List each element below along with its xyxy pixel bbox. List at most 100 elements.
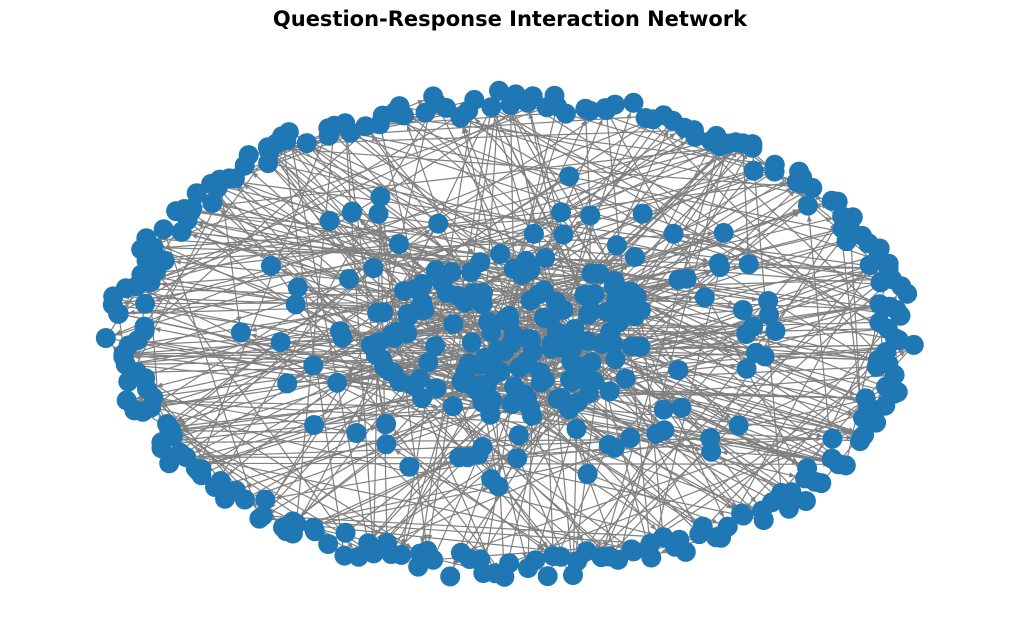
edge-arrowhead [723,415,730,421]
edge-arrowhead [446,383,453,389]
edge-arrowhead [682,224,690,230]
node [903,334,924,355]
node [802,177,823,198]
node [599,381,620,402]
edge-arrowhead [667,355,673,362]
node [640,533,661,554]
node [507,448,528,469]
node [287,277,308,298]
node [732,300,753,320]
node [277,373,298,394]
node [745,342,766,363]
node [273,517,293,538]
node [580,100,601,121]
node [663,223,684,244]
edge-arrowhead [391,277,397,284]
edge-arrowhead [528,112,534,119]
node [498,307,519,327]
edge [146,272,600,390]
node [605,94,625,115]
edge [136,267,374,287]
node [425,336,446,357]
node [116,390,137,411]
edge [118,272,592,315]
node [252,505,273,526]
node [393,281,414,301]
node [489,80,509,101]
node [332,327,353,348]
edge [187,219,899,341]
edge-arrowhead [555,258,562,264]
edge [534,281,881,561]
edge-arrowhead [780,181,787,187]
node [523,223,544,244]
edge-arrowhead [347,542,353,549]
edge [608,300,769,446]
edge-arrowhead [551,243,558,250]
node [685,126,706,147]
node [411,276,432,297]
node-layer [95,80,924,587]
edge [399,105,600,274]
node [630,336,651,357]
node [238,145,259,166]
edge-arrowhead [356,285,363,292]
edge [210,183,744,311]
edge [344,123,375,554]
edge [678,309,897,371]
node [563,565,583,585]
edge-arrowhead [788,472,796,478]
edge [168,243,400,464]
node [270,332,291,353]
node [765,321,786,341]
node [409,368,430,389]
node [296,133,317,154]
node [890,305,911,326]
edge-arrowhead [527,314,534,320]
edge-arrowhead [899,350,906,357]
edge-arrowhead [360,254,367,261]
edge-arrowhead [359,219,366,226]
edge-arrowhead [427,534,433,541]
node [836,231,857,252]
node [428,213,449,234]
edge-arrowhead [639,320,646,327]
edge-arrowhead [468,248,474,255]
node [408,299,429,320]
node [278,122,299,143]
edge [150,95,555,283]
edge [244,165,470,364]
node [318,534,339,554]
node [577,304,598,325]
node [598,434,619,455]
edge-arrowhead [340,427,347,433]
node [448,285,468,306]
node [436,97,457,118]
node [574,284,595,305]
edge-arrowhead [680,141,687,147]
edge-arrowhead [791,459,798,464]
edge-arrowhead [279,255,286,261]
node [877,318,898,339]
edge [123,344,914,358]
edge-arrowhead [347,377,354,383]
edge-arrowhead [196,223,204,229]
node [581,352,602,373]
node [467,380,488,401]
edge [365,125,481,263]
node [736,358,757,379]
node [689,524,710,545]
edge [168,129,695,464]
edge [270,102,528,267]
edge-arrowhead [825,217,833,223]
edge-arrowhead [580,119,586,127]
edge [267,146,813,189]
node [470,252,491,273]
node [821,190,842,211]
edge-arrowhead [721,450,728,456]
edge [163,229,260,519]
edge [337,348,552,384]
node [516,353,537,373]
edge [517,447,615,459]
